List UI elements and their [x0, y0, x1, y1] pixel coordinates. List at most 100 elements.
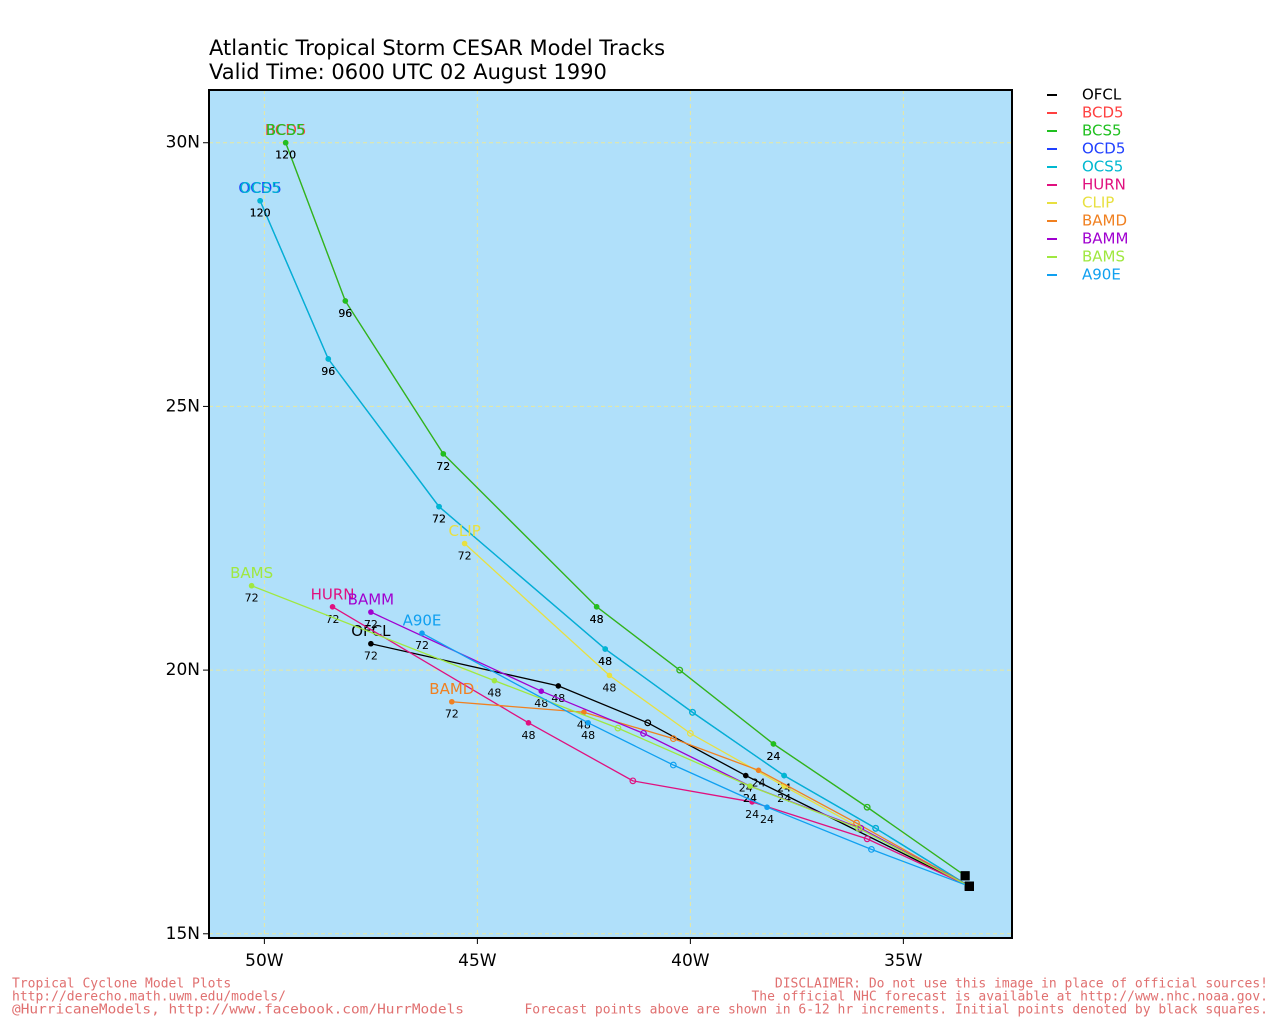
forecast-point: [855, 824, 863, 832]
chart-title: Atlantic Tropical Storm CESAR Model Trac…: [209, 36, 665, 60]
forecast-point: [770, 741, 777, 747]
forecast-point: [640, 729, 647, 737]
tau-label: 72: [458, 550, 472, 563]
forecast-point: [755, 767, 762, 774]
forecast-point: [606, 672, 613, 679]
legend-label: HURN: [1082, 176, 1126, 194]
legend-label: A90E: [1082, 266, 1121, 284]
forecast-point: [368, 609, 374, 615]
forecast-point: [669, 735, 677, 743]
model-label: CLIP: [448, 522, 480, 540]
forecast-point: [868, 846, 875, 853]
model-label: BAMD: [429, 680, 474, 698]
legend-label: BAMD: [1082, 212, 1127, 230]
footer-left: http://derecho.math.uwm.edu/models/: [12, 990, 286, 1005]
forecast-point: [555, 683, 562, 689]
tau-label: 24: [745, 808, 759, 821]
model-label: A90E: [403, 612, 442, 630]
x-tick-label: 45W: [458, 951, 497, 971]
forecast-point: [461, 540, 468, 547]
forecast-point: [689, 708, 696, 716]
forecast-point: [282, 139, 289, 146]
footer-right: DISCLAIMER: Do not use this image in pla…: [775, 977, 1268, 992]
model-label: BCD5: [265, 121, 307, 139]
forecast-point: [742, 772, 749, 779]
tau-label: 72: [364, 618, 378, 631]
track-line: [332, 606, 970, 887]
tau-label: 120: [250, 207, 271, 220]
forecast-point: [436, 503, 442, 510]
forecast-point: [525, 720, 532, 726]
tau-label: 72: [432, 513, 446, 526]
initial-point: [964, 881, 974, 891]
footer-left: Tropical Cyclone Model Plots: [12, 977, 231, 992]
plot-background: [209, 90, 1012, 938]
track-line: [285, 142, 966, 877]
tau-label: 72: [245, 592, 259, 605]
forecast-point: [764, 804, 770, 811]
forecast-point: [342, 298, 349, 304]
model-label: BCS5: [266, 121, 306, 139]
forecast-point: [644, 719, 652, 727]
tau-label: 48: [590, 613, 604, 626]
tau-label: 96: [321, 365, 335, 378]
legend-label: BAMS: [1082, 248, 1125, 266]
forecast-point: [676, 666, 684, 674]
legend-label: BCD5: [1082, 104, 1124, 122]
tau-label: 120: [250, 207, 271, 220]
tau-label: 96: [338, 307, 352, 320]
forecast-point: [602, 646, 608, 652]
forecast-point: [538, 688, 545, 694]
y-tick-label: 20N: [166, 660, 200, 680]
tau-label: 120: [275, 149, 296, 162]
forecast-point: [669, 761, 677, 769]
forecast-point: [440, 451, 447, 457]
footer-right: The official NHC forecast is available a…: [751, 990, 1268, 1005]
forecast-point: [686, 729, 694, 737]
forecast-point: [491, 677, 498, 684]
forecast-point: [325, 356, 332, 362]
tau-label: 24: [760, 813, 774, 826]
legend-label: OCS5: [1082, 158, 1123, 176]
forecast-point: [863, 835, 871, 843]
legend-label: BAMM: [1082, 230, 1128, 248]
model-label: BAMM: [348, 591, 394, 609]
tau-label: 48: [602, 681, 616, 694]
forecast-point: [419, 630, 425, 636]
y-tick-label: 25N: [166, 396, 200, 416]
track-line: [421, 632, 970, 887]
track-line: [251, 585, 970, 887]
track-line: [370, 611, 970, 887]
tau-label: 48: [598, 655, 612, 668]
tau-label: 24: [743, 792, 757, 805]
forecast-point: [872, 824, 880, 832]
tau-label: 72: [432, 513, 446, 526]
forecast-point: [614, 724, 622, 732]
legend-label: OFCL: [1082, 86, 1122, 104]
footer-right: Forecast points above are shown in 6-12 …: [524, 1003, 1268, 1018]
y-tick-label: 15N: [166, 924, 200, 944]
forecast-point: [329, 604, 336, 610]
tau-label: 24: [752, 776, 766, 789]
forecast-point: [449, 698, 455, 705]
tau-label: 48: [521, 729, 535, 742]
model-label: OCD5: [238, 179, 281, 197]
model-label: HURN: [311, 585, 355, 603]
forecast-point: [593, 604, 600, 610]
tau-label: 24: [766, 750, 780, 763]
x-tick-label: 50W: [245, 951, 284, 971]
legend-label: CLIP: [1082, 194, 1114, 212]
forecast-point: [248, 582, 255, 589]
forecast-point: [581, 709, 587, 716]
model-label: OCS5: [239, 179, 280, 197]
tau-label: 96: [338, 307, 352, 320]
forecast-point: [747, 783, 753, 789]
legend-label: OCD5: [1082, 140, 1125, 158]
model-label: BAMS: [230, 564, 273, 582]
forecast-point: [863, 803, 871, 811]
chart-subtitle: Valid Time: 0600 UTC 02 August 1990: [209, 60, 607, 84]
forecast-point: [257, 197, 263, 204]
tau-label: 72: [436, 460, 450, 473]
plot-frame: [208, 89, 1013, 939]
